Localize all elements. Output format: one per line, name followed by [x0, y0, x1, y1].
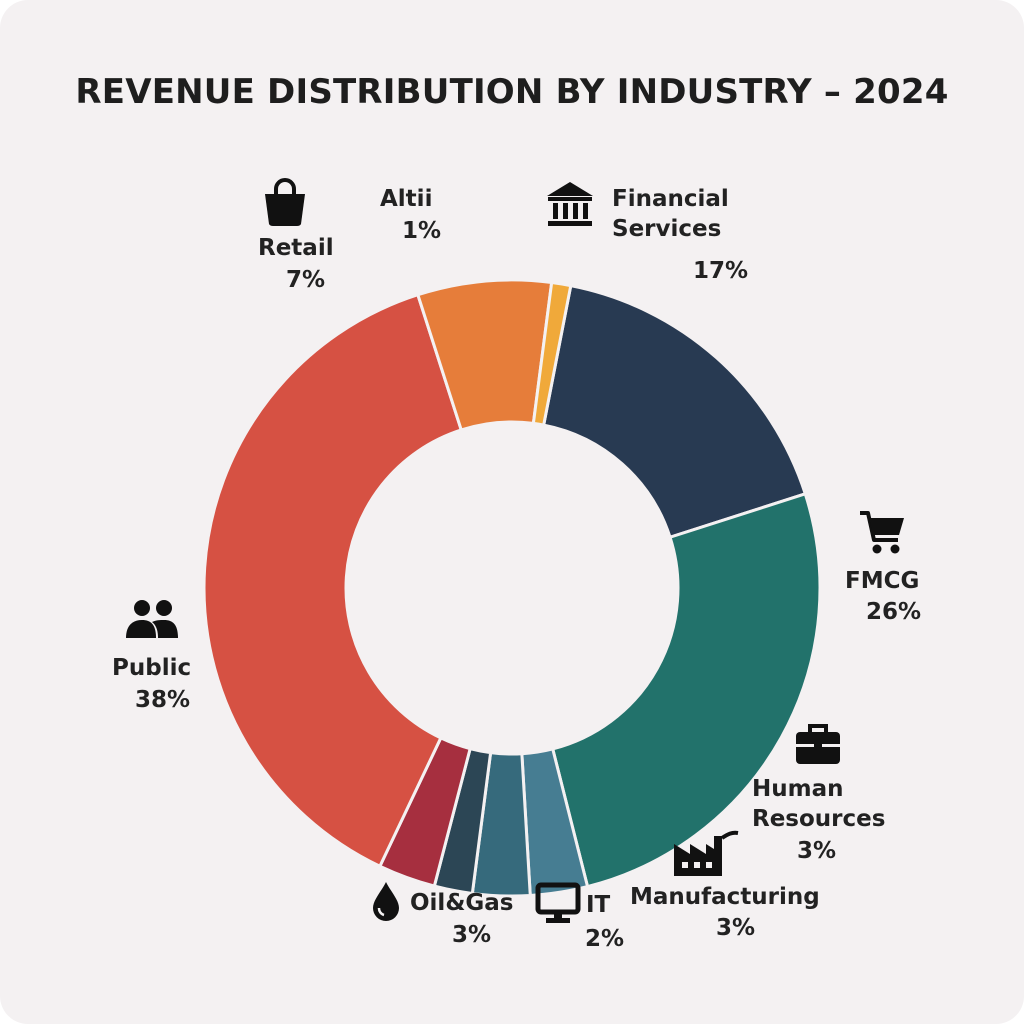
- pct-financial-services: 17%: [693, 258, 749, 284]
- label-human-resources: Human Resources: [752, 776, 886, 832]
- monitor-icon: [535, 882, 581, 923]
- label-fmcg: FMCG: [845, 568, 920, 594]
- label-altii: Altii: [380, 186, 433, 212]
- donut-slices: [202, 278, 822, 898]
- shopping-bag-icon: [265, 178, 305, 226]
- label-it: IT: [586, 892, 611, 918]
- shopping-cart-icon: [860, 511, 904, 554]
- pct-fmcg: 26%: [866, 599, 922, 625]
- factory-icon: [674, 830, 739, 876]
- droplet-icon: [373, 882, 399, 921]
- people-icon: [126, 600, 178, 638]
- pct-retail: 7%: [286, 267, 326, 293]
- label-manufacturing: Manufacturing: [630, 884, 820, 910]
- pct-oil-gas: 3%: [452, 922, 492, 948]
- pct-manufacturing: 3%: [716, 915, 756, 941]
- slice-financial-services: [541, 283, 808, 540]
- label-public: Public: [112, 655, 192, 681]
- chart-title: REVENUE DISTRIBUTION BY INDUSTRY – 2024: [75, 72, 949, 112]
- label-retail: Retail: [258, 235, 334, 261]
- bank-icon: [547, 182, 593, 226]
- pct-altii: 1%: [402, 218, 442, 244]
- pct-human-resources: 3%: [797, 838, 837, 864]
- pct-it: 2%: [585, 926, 625, 952]
- label-oil-gas: Oil&Gas: [410, 890, 514, 916]
- briefcase-icon: [796, 724, 840, 764]
- slice-public: [202, 292, 464, 869]
- slice-fmcg: [550, 491, 822, 889]
- label-financial-services: Financial Services: [612, 186, 729, 242]
- slice-altii: [531, 280, 573, 427]
- pct-public: 38%: [135, 687, 191, 713]
